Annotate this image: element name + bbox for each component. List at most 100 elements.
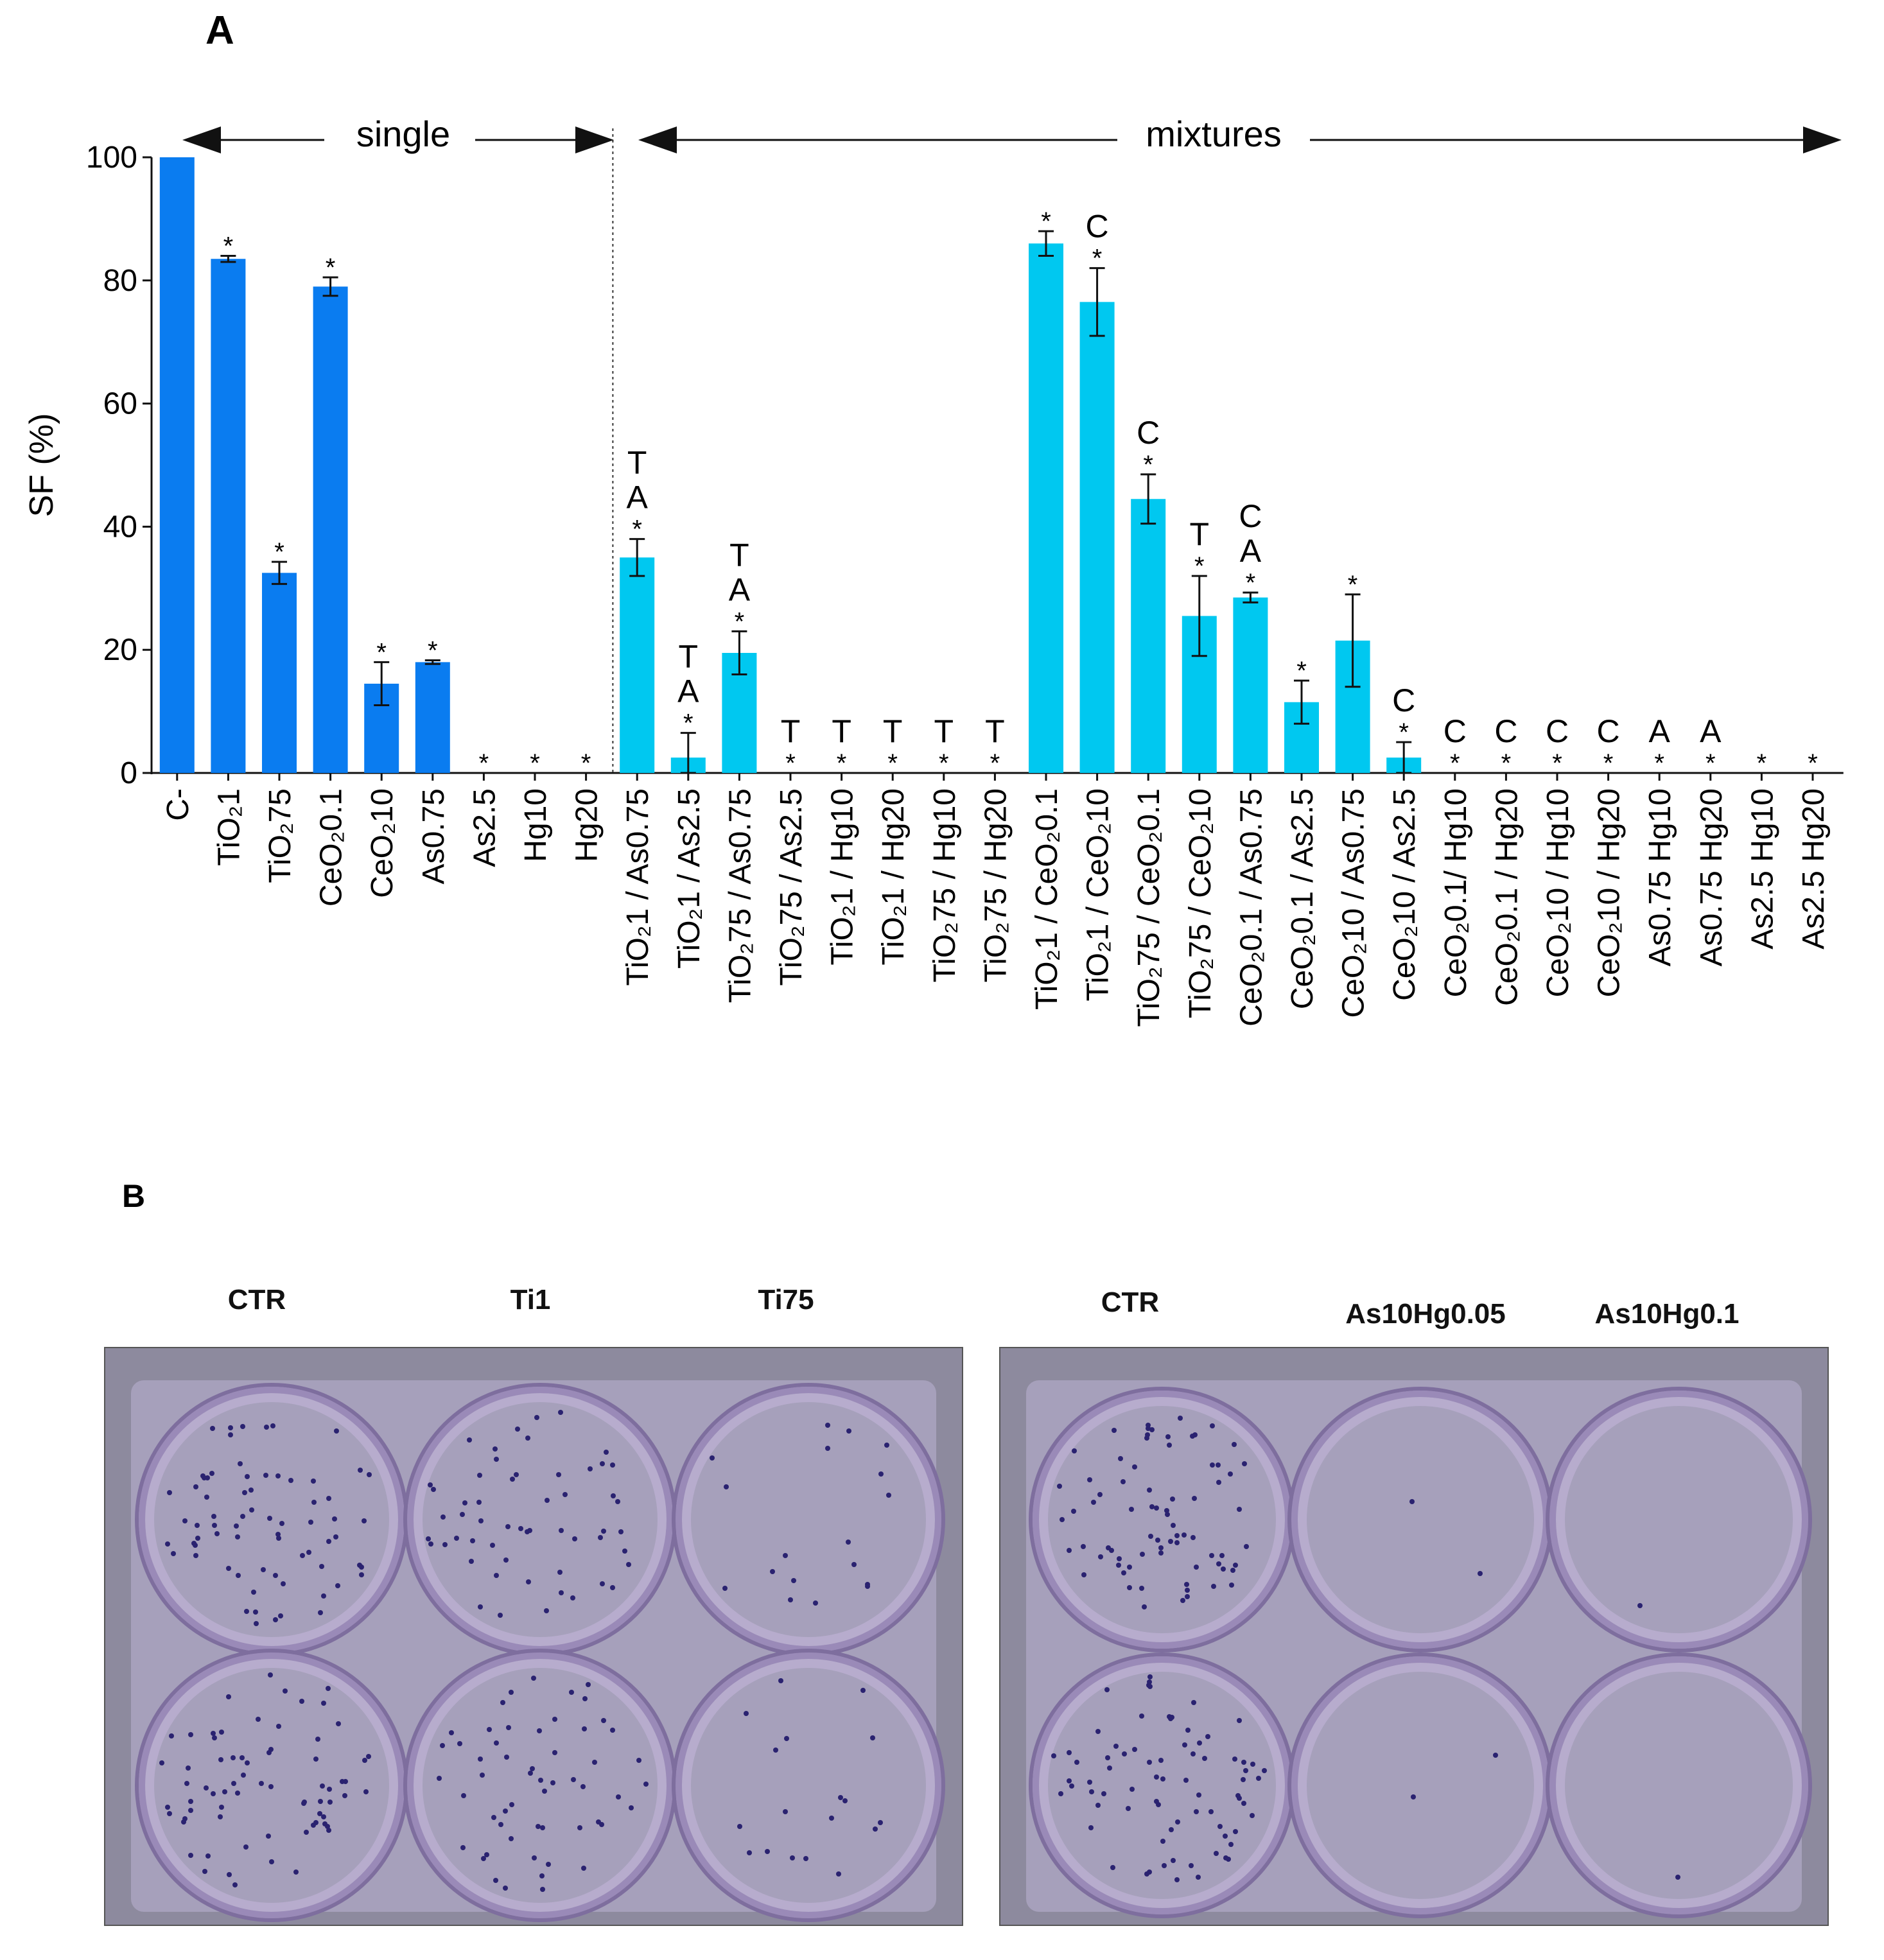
x-tick-label: As2.5 [467, 788, 502, 867]
colony-dot [365, 1753, 371, 1759]
colony-dot [525, 1435, 530, 1441]
colony-dot [835, 1871, 841, 1877]
colony-dot [324, 1824, 330, 1830]
colony-dot [320, 1814, 326, 1819]
significance-label: A [1700, 713, 1722, 749]
colony-dot [557, 1569, 563, 1575]
culture-well [1549, 1390, 1808, 1649]
significance-label: * [1705, 749, 1716, 777]
colony-dot [241, 1490, 247, 1496]
colony-dot [1168, 1715, 1174, 1721]
colony-dot [1241, 1759, 1247, 1765]
colony-dot [531, 1675, 537, 1681]
colony-dot [610, 1585, 616, 1591]
significance-label: C [1494, 713, 1517, 749]
colony-dot [525, 1529, 530, 1535]
colony-dot [249, 1507, 254, 1513]
colony-dot [1170, 1496, 1176, 1502]
colony-dot [1235, 1792, 1241, 1798]
colony-dot [258, 1780, 264, 1786]
colony-dot [1409, 1498, 1415, 1504]
colony-dot [227, 1432, 233, 1437]
culture-well [1033, 1656, 1291, 1915]
colony-dot [209, 1470, 214, 1476]
colony-dot [1149, 1427, 1155, 1433]
colony-dot [457, 1741, 462, 1747]
colony-dot [1193, 1564, 1199, 1570]
colony-dot [1175, 1819, 1181, 1825]
colony-dot [454, 1535, 460, 1541]
colony-dot [211, 1791, 216, 1796]
colony-dot [1217, 1824, 1223, 1830]
significance-label: T [934, 713, 954, 749]
colony-dot [428, 1541, 433, 1547]
colony-dot [182, 1816, 188, 1822]
panel-b-letter: B [122, 1178, 145, 1214]
colony-dot [1167, 1539, 1173, 1545]
colony-dot [1131, 1746, 1137, 1752]
colony-dot [865, 1582, 871, 1588]
significance-label: * [479, 749, 489, 777]
x-tick-label: TiO₂75 / As2.5 [774, 788, 808, 986]
colony-dot [1215, 1462, 1221, 1468]
significance-label: T [883, 713, 903, 749]
colony-dot [550, 1780, 556, 1786]
colony-dot [513, 1472, 519, 1478]
colony-dot [1243, 1543, 1249, 1549]
colony-dot [340, 1779, 345, 1785]
colony-dot [275, 1532, 281, 1538]
plate-right-label-1: CTR [1101, 1287, 1160, 1318]
bar-chart: 0 20 40 60 80 100 SF (%) single mixtures * * * * * * * *… [23, 114, 1844, 1027]
colony-dot [181, 1819, 187, 1825]
bar [415, 662, 450, 773]
colony-dot [572, 1536, 578, 1541]
colony-dot [244, 1760, 250, 1766]
colony-dot [722, 1586, 728, 1591]
colony-dot [1058, 1791, 1064, 1796]
colony-dot [1183, 1582, 1189, 1588]
colony-dot [205, 1853, 211, 1859]
significance-label: * [530, 749, 540, 777]
colony-dot [1158, 1757, 1164, 1763]
colony-dot [1153, 1505, 1159, 1511]
colony-dot [1128, 1507, 1134, 1513]
plate-left-label-1: CTR [227, 1284, 286, 1315]
colony-dot [252, 1609, 258, 1615]
colony-dot [276, 1724, 282, 1730]
colony-dot [493, 1572, 499, 1578]
colony-dot [1221, 1566, 1226, 1572]
colony-dot [460, 1844, 466, 1850]
colony-dot [1138, 1713, 1144, 1719]
colony-dot [601, 1528, 607, 1534]
colony-dot [1069, 1783, 1075, 1789]
colony-dot [586, 1681, 591, 1687]
colony-dot [1110, 1865, 1115, 1871]
colony-dot [277, 1613, 283, 1619]
colony-dot [1192, 1432, 1198, 1437]
colony-dot [212, 1735, 218, 1740]
significance-label: A [729, 571, 751, 607]
colony-dot [1180, 1597, 1186, 1603]
colony-dot [1188, 1862, 1194, 1868]
colony-dot [872, 1826, 878, 1832]
plate-left-label-2: Ti1 [510, 1284, 551, 1315]
colony-dot [539, 1825, 545, 1830]
group-label-mixtures: mixtures [1146, 114, 1282, 154]
colony-dot [1104, 1755, 1110, 1760]
colony-dot [609, 1462, 615, 1468]
colony-dot [1081, 1544, 1086, 1550]
colony-dot [279, 1521, 284, 1527]
colony-dot [461, 1793, 467, 1799]
significance-label: T [1190, 516, 1210, 552]
colony-dot [280, 1581, 286, 1586]
colony-dot [878, 1819, 884, 1825]
colony-dot [615, 1794, 621, 1800]
colony-dot [362, 1758, 368, 1764]
colony-dot [528, 1771, 534, 1776]
colony-dot [1087, 1780, 1093, 1785]
colony-dot [326, 1495, 331, 1501]
colony-dot [263, 1473, 269, 1479]
colony-dot [530, 1765, 536, 1771]
colony-dot [308, 1520, 314, 1525]
colony-dot [219, 1730, 225, 1735]
